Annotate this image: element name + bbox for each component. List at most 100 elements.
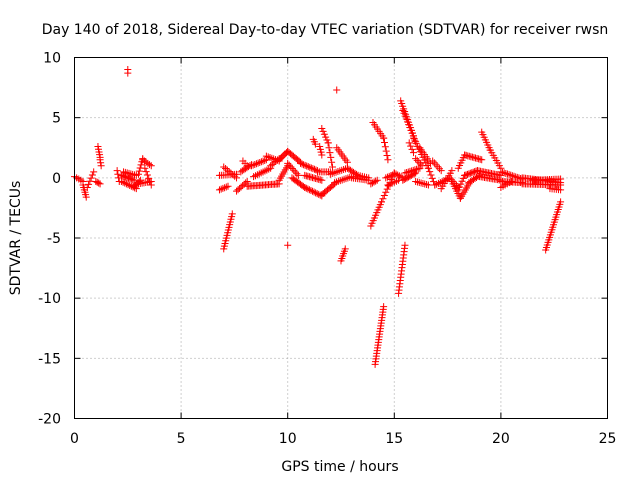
data-point <box>404 168 412 176</box>
data-point <box>468 169 476 177</box>
data-point <box>328 163 336 171</box>
data-point <box>259 157 267 165</box>
data-point <box>93 178 101 186</box>
data-point <box>424 164 432 172</box>
y-tick-label: -5 <box>47 231 61 247</box>
data-point <box>284 159 292 167</box>
data-point <box>456 183 464 191</box>
data-point <box>82 193 90 201</box>
data-point <box>284 241 292 249</box>
data-point <box>413 178 421 186</box>
data-point <box>448 167 456 175</box>
data-point <box>401 241 409 249</box>
data-point <box>343 158 351 166</box>
data-point <box>293 170 301 178</box>
data-point <box>318 176 326 184</box>
data-point <box>285 161 293 169</box>
data-point <box>122 180 130 188</box>
data-point <box>290 166 298 174</box>
data-point <box>147 181 155 189</box>
data-point <box>125 169 133 177</box>
data-point <box>137 161 145 169</box>
data-point <box>419 180 427 188</box>
grid-lines <box>74 57 608 419</box>
data-point <box>370 178 378 186</box>
data-point <box>225 168 233 176</box>
data-point <box>83 183 91 191</box>
data-point <box>432 161 440 169</box>
data-point <box>327 153 335 161</box>
data-point <box>267 162 275 170</box>
data-point <box>409 166 417 174</box>
data-point <box>385 182 393 190</box>
y-tick-label: 10 <box>43 51 61 67</box>
data-point <box>266 154 274 162</box>
data-point <box>309 165 317 173</box>
data-point <box>117 171 125 179</box>
data-point <box>403 168 411 176</box>
data-point <box>272 157 280 165</box>
data-point <box>333 86 341 94</box>
data-point <box>313 190 321 198</box>
data-point <box>382 188 390 196</box>
data-point <box>252 160 260 168</box>
data-point <box>121 168 129 176</box>
data-point <box>557 198 565 206</box>
data-point <box>254 159 262 167</box>
data-point <box>510 172 518 180</box>
data-point <box>326 149 334 157</box>
data-point <box>383 173 391 181</box>
data-point <box>328 158 336 166</box>
data-point <box>428 174 436 182</box>
data-point <box>224 182 232 190</box>
data-point <box>405 121 413 129</box>
data-point <box>319 127 327 135</box>
data-point <box>409 149 417 157</box>
data-point <box>469 168 477 176</box>
data-point <box>400 175 408 183</box>
data-point <box>382 174 390 182</box>
data-point <box>399 106 407 114</box>
data-point <box>131 171 139 179</box>
data-point <box>304 185 312 193</box>
data-point <box>291 168 299 176</box>
data-point <box>223 166 231 174</box>
data-point <box>261 156 269 164</box>
data-points <box>71 66 565 368</box>
data-point <box>461 171 469 179</box>
data-point <box>435 165 443 173</box>
data-point <box>125 174 133 182</box>
data-point <box>353 170 361 178</box>
data-point <box>413 156 421 164</box>
axis-ticks: 0 5 10 15 20 25 -20 -15 -10 -5 0 5 10 <box>38 51 616 448</box>
data-point <box>217 185 225 193</box>
data-point <box>406 124 414 132</box>
data-point <box>219 184 227 192</box>
data-point <box>402 175 410 183</box>
x-tick-label: 5 <box>177 431 186 447</box>
data-point <box>454 186 462 194</box>
data-point <box>135 167 143 175</box>
data-point <box>146 161 154 169</box>
data-point <box>228 210 236 218</box>
data-point <box>557 186 565 194</box>
data-point <box>141 164 149 172</box>
data-point <box>119 172 127 180</box>
data-point <box>466 169 474 177</box>
data-point <box>231 172 239 180</box>
data-point <box>287 163 295 171</box>
data-point <box>222 165 230 173</box>
data-point <box>380 134 388 142</box>
data-point <box>296 159 304 167</box>
data-point <box>503 170 511 178</box>
data-point <box>373 176 381 184</box>
data-point <box>247 162 255 170</box>
data-point <box>502 169 510 177</box>
x-tick-label: 20 <box>492 431 510 447</box>
data-point <box>90 168 98 176</box>
data-point <box>478 156 486 164</box>
data-point <box>301 183 309 191</box>
data-point <box>379 195 387 203</box>
data-point <box>434 163 442 171</box>
data-point <box>264 153 272 161</box>
